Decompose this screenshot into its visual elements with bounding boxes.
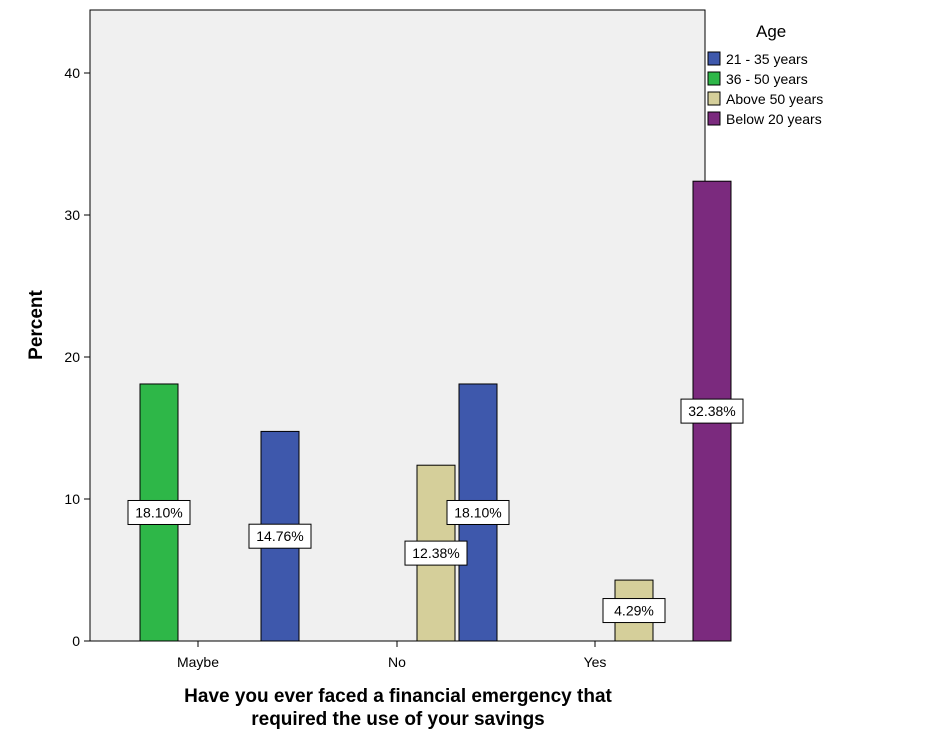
x-tick-label-maybe: Maybe xyxy=(177,654,219,670)
legend: Age 21 - 35 years 36 - 50 years Above 50 y… xyxy=(707,22,823,127)
y-tick-label-20: 20 xyxy=(64,349,80,365)
legend-title: Age xyxy=(756,22,786,41)
y-tick-label-30: 30 xyxy=(64,207,80,223)
x-axis: Maybe No Yes xyxy=(177,641,606,670)
data-label-yes-2: 4.29% xyxy=(614,603,654,619)
y-tick-label-40: 40 xyxy=(64,65,80,81)
legend-swatch-0 xyxy=(707,51,721,66)
x-axis-title-line-2: required the use of your savings xyxy=(251,709,545,730)
legend-label-1: 36 - 50 years xyxy=(726,71,808,87)
data-label-box-maybe-1 xyxy=(127,499,191,525)
y-tick-label-0: 0 xyxy=(72,633,80,649)
y-axis-title: Percent xyxy=(26,289,47,359)
data-label-box-yes-0 xyxy=(446,499,510,525)
x-tick-label-no: No xyxy=(388,654,406,670)
legend-label-3: Below 20 years xyxy=(726,111,822,127)
y-axis: 0 10 20 30 40 xyxy=(64,65,90,649)
legend-label-0: 21 - 35 years xyxy=(726,51,808,67)
legend-swatch-3 xyxy=(707,111,721,126)
x-tick-label-yes: Yes xyxy=(584,654,607,670)
data-label-maybe-1: 18.10% xyxy=(135,504,182,520)
data-label-no-2: 12.38% xyxy=(412,545,459,561)
data-label-box-no-2 xyxy=(404,540,468,566)
data-label-yes-3: 32.38% xyxy=(688,403,735,419)
legend-swatch-2 xyxy=(707,91,721,106)
y-tick-label-10: 10 xyxy=(64,491,80,507)
legend-label-2: Above 50 years xyxy=(726,91,823,107)
data-label-yes-0: 18.10% xyxy=(454,504,501,520)
x-axis-title-line-1: Have you ever faced a financial emergenc… xyxy=(184,686,612,707)
data-label-no-0: 14.76% xyxy=(256,528,303,544)
data-label-box-yes-2 xyxy=(602,598,666,624)
data-label-box-no-0 xyxy=(248,523,312,549)
data-label-box-yes-3 xyxy=(680,398,744,424)
plot-area xyxy=(89,9,706,642)
legend-swatch-1 xyxy=(707,71,721,86)
data-labels-group: 18.10% 14.76% 12.38% 18.10% 4.29% 32.38% xyxy=(127,398,744,624)
